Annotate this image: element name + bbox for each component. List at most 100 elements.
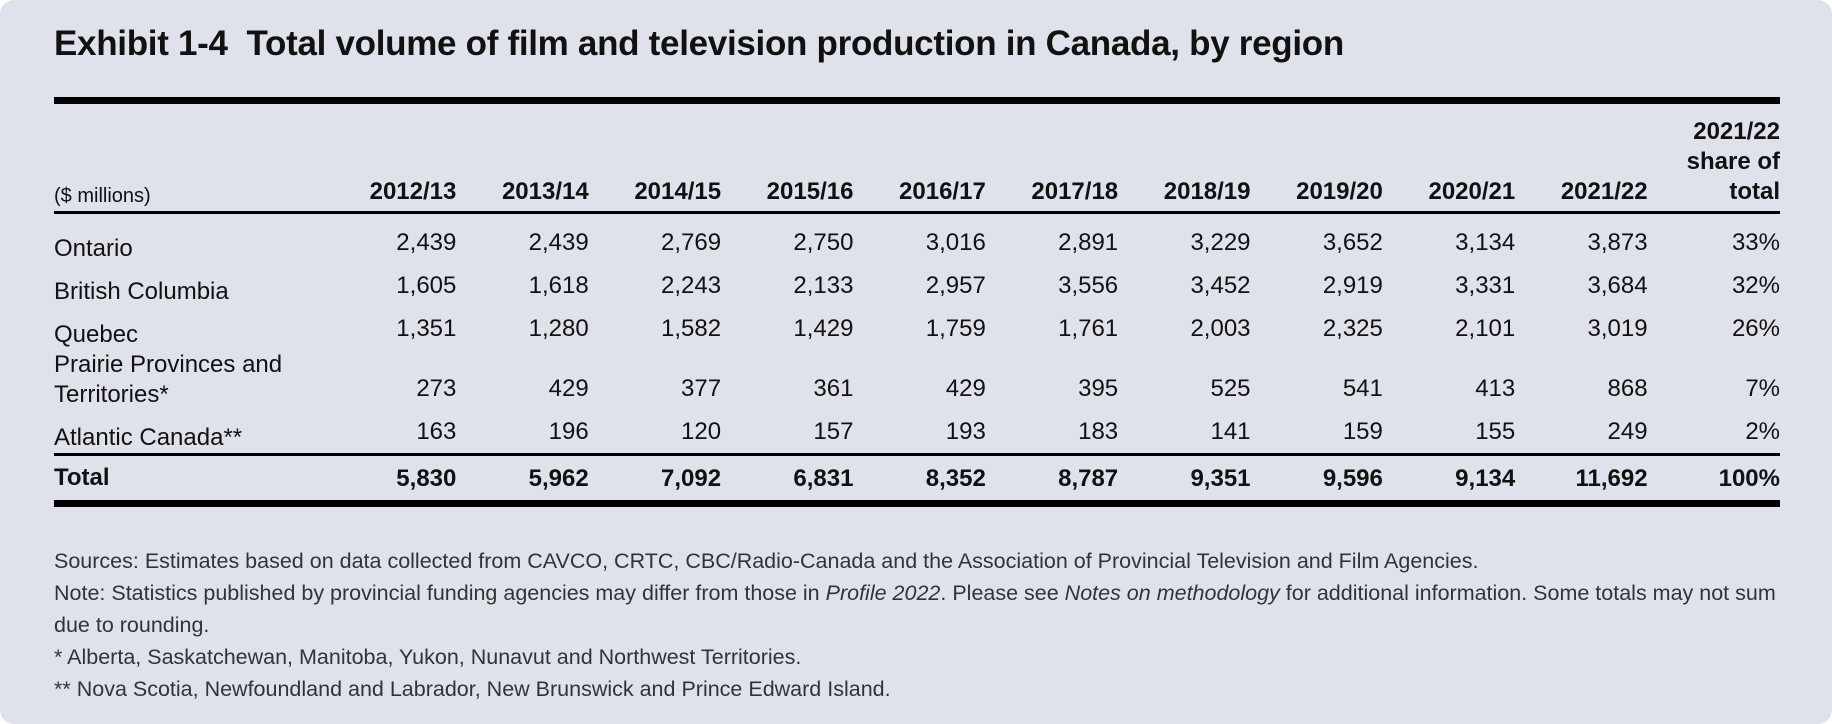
column-header: 2014/15 bbox=[634, 178, 722, 205]
cell: 33% bbox=[1731, 229, 1780, 256]
cell: 1,429 bbox=[793, 315, 854, 342]
cell: 429 bbox=[945, 375, 986, 402]
column-header: 2012/13 bbox=[369, 178, 457, 205]
cell: 1,761 bbox=[1058, 315, 1119, 342]
cell: 7,092 bbox=[661, 465, 722, 492]
cell: 2,439 bbox=[396, 229, 457, 256]
row-label: British Columbia bbox=[54, 278, 229, 305]
cell: 2,325 bbox=[1322, 315, 1383, 342]
cell: 1,582 bbox=[661, 315, 722, 342]
cell: 5,830 bbox=[396, 465, 457, 492]
cell: 7% bbox=[1745, 375, 1780, 402]
cell: 3,229 bbox=[1190, 229, 1251, 256]
table-body: Ontario 2,439 2,439 2,769 2,750 3,016 2,891 3,2… bbox=[54, 213, 1780, 455]
column-header: 2013/14 bbox=[501, 178, 589, 205]
cell: 193 bbox=[945, 418, 986, 445]
cell: 3,873 bbox=[1587, 229, 1648, 256]
cell: 2% bbox=[1745, 418, 1780, 445]
total-row: Total 5,830 5,962 7,092 6,831 8,352 8,787 9,351… bbox=[54, 454, 1780, 504]
footnote: * Alberta, Saskatchewan, Manitoba, Yukon… bbox=[54, 645, 802, 669]
cell: 2,891 bbox=[1058, 229, 1119, 256]
header-row: ($ millions) 2012/13 2013/14 2014/15 2015/16… bbox=[54, 100, 1780, 213]
column-header: 2020/21 bbox=[1428, 178, 1516, 205]
cell: 2,003 bbox=[1190, 315, 1251, 342]
note-text: Profile 2022 bbox=[825, 581, 941, 605]
footnote: ** Nova Scotia, Newfoundland and Labrado… bbox=[54, 677, 891, 701]
cell: 3,652 bbox=[1322, 229, 1383, 256]
cell: 2,957 bbox=[925, 272, 986, 299]
table-row: Ontario 2,439 2,439 2,769 2,750 3,016 2,891 3,2… bbox=[54, 213, 1780, 265]
column-header: ($ millions) bbox=[54, 185, 151, 207]
cell: 11,692 bbox=[1575, 465, 1648, 492]
cell: 163 bbox=[416, 418, 457, 445]
cell: 5,962 bbox=[528, 465, 589, 492]
column-header: 2017/18 bbox=[1031, 178, 1119, 205]
cell: 183 bbox=[1078, 418, 1119, 445]
cell: 155 bbox=[1475, 418, 1516, 445]
data-table: ($ millions) 2012/13 2013/14 2014/15 2015/16… bbox=[54, 97, 1780, 507]
cell: 413 bbox=[1475, 375, 1516, 402]
cell: 196 bbox=[548, 418, 589, 445]
cell: 1,605 bbox=[396, 272, 457, 299]
cell: 2,243 bbox=[661, 272, 722, 299]
table-header: ($ millions) 2012/13 2013/14 2014/15 2015/16… bbox=[54, 100, 1780, 213]
cell: 159 bbox=[1342, 418, 1383, 445]
cell: 2,750 bbox=[793, 229, 854, 256]
row-label: Quebec bbox=[54, 321, 139, 348]
table-row: Quebec 1,351 1,280 1,582 1,429 1,759 1,761 2,00… bbox=[54, 307, 1780, 350]
cell: 3,134 bbox=[1455, 229, 1516, 256]
table-row: Prairie Provinces and Territories* 273 429… bbox=[54, 350, 1780, 410]
note-text: Note: Statistics published by provincial… bbox=[54, 581, 826, 605]
cell: 2,769 bbox=[661, 229, 722, 256]
cell: 2,133 bbox=[793, 272, 854, 299]
row-label: Atlantic Canada** bbox=[54, 424, 243, 451]
cell: 541 bbox=[1342, 375, 1383, 402]
cell: 361 bbox=[813, 375, 854, 402]
note: Note: Statistics published by provincial… bbox=[54, 577, 1780, 641]
cell: 26% bbox=[1731, 315, 1780, 342]
cell: 9,596 bbox=[1322, 465, 1383, 492]
cell: 2,919 bbox=[1322, 272, 1383, 299]
sources: Sources: Estimates based on data collect… bbox=[54, 549, 1479, 573]
note-text: . Please see bbox=[940, 581, 1065, 605]
cell: 120 bbox=[681, 418, 722, 445]
cell: 868 bbox=[1607, 375, 1648, 402]
cell: 157 bbox=[813, 418, 854, 445]
cell: 100% bbox=[1718, 465, 1780, 492]
cell: 3,684 bbox=[1587, 272, 1648, 299]
note-text: for additional information. Some totals … bbox=[54, 581, 1776, 637]
cell: 377 bbox=[681, 375, 722, 402]
cell: 9,351 bbox=[1190, 465, 1251, 492]
cell: 249 bbox=[1607, 418, 1648, 445]
row-label: Prairie Provinces and Territories* bbox=[54, 351, 283, 408]
cell: 32% bbox=[1731, 272, 1780, 299]
cell: 2,101 bbox=[1455, 315, 1516, 342]
column-header: 2021/22 bbox=[1560, 178, 1648, 205]
table-row: British Columbia 1,605 1,618 2,243 2,133 2,95… bbox=[54, 264, 1780, 307]
cell: 1,351 bbox=[396, 315, 457, 342]
cell: 1,759 bbox=[925, 315, 986, 342]
row-label: Total bbox=[54, 464, 110, 491]
column-header: 2016/17 bbox=[899, 178, 986, 205]
cell: 273 bbox=[416, 375, 457, 402]
cell: 3,556 bbox=[1058, 272, 1119, 299]
cell: 141 bbox=[1210, 418, 1251, 445]
cell: 8,787 bbox=[1058, 465, 1119, 492]
cell: 3,019 bbox=[1587, 315, 1648, 342]
note-text: Notes on methodology bbox=[1064, 581, 1280, 605]
title: Exhibit 1-4 Total volume of film and tel… bbox=[54, 24, 1344, 63]
cell: 1,280 bbox=[528, 315, 589, 342]
cell: 525 bbox=[1210, 375, 1251, 402]
cell: 3,016 bbox=[925, 229, 986, 256]
column-header: 2021/22 share of total bbox=[1686, 118, 1780, 205]
column-header: 2019/20 bbox=[1296, 178, 1383, 205]
column-header: 2015/16 bbox=[766, 178, 854, 205]
notes: Sources: Estimates based on data collect… bbox=[54, 545, 1780, 705]
cell: 2,439 bbox=[528, 229, 589, 256]
cell: 3,331 bbox=[1455, 272, 1516, 299]
cell: 6,831 bbox=[793, 465, 854, 492]
table-row: Atlantic Canada** 163 196 120 157 193 183 141 15… bbox=[54, 410, 1780, 455]
cell: 429 bbox=[548, 375, 589, 402]
